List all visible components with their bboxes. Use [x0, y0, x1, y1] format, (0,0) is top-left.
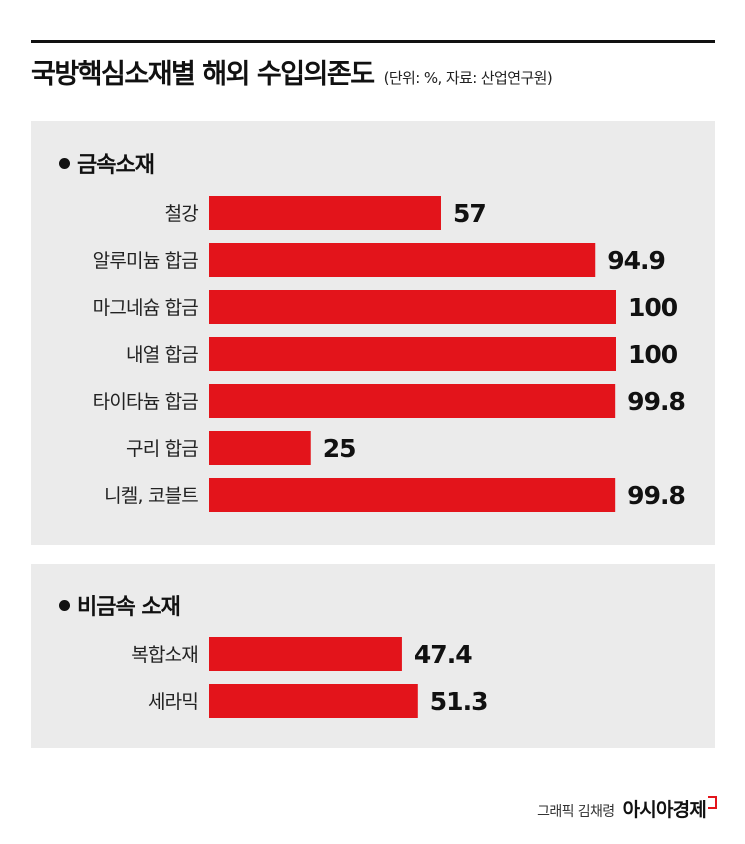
value-label: 99.8: [627, 387, 685, 416]
category-label: 알루미늄 합금: [93, 250, 199, 272]
value-label: 57: [453, 199, 486, 228]
bar: [209, 243, 596, 277]
category-label: 구리 합금: [126, 438, 198, 460]
metal-panel: 금속소재 철강 57 알루미늄 합금 94.9 마그네슘 합금 100 내열 합금 100 타이…: [31, 121, 715, 545]
bar: [209, 290, 616, 324]
chart-subtitle: (단위: %, 자료: 산업연구원): [383, 69, 553, 87]
bullet-icon: [59, 157, 70, 169]
category-label: 복합소재: [131, 644, 198, 666]
top-rule: [31, 40, 715, 43]
bar: [209, 431, 311, 465]
nonmetal-section-heading: 비금속 소재: [59, 589, 181, 621]
bar: [209, 196, 441, 230]
value-label: 47.4: [414, 640, 472, 669]
bar: [209, 384, 616, 418]
brand-logo: 아시아경제: [622, 799, 707, 821]
value-label: 25: [323, 434, 356, 463]
value-label: 94.9: [607, 246, 665, 275]
graphic-credit: 그래픽 김채령: [537, 804, 615, 820]
bar: [209, 684, 418, 718]
bullet-icon: [59, 599, 70, 611]
category-label: 타이타늄 합금: [93, 391, 199, 413]
bar: [209, 637, 402, 671]
bar: [209, 337, 616, 371]
category-label: 내열 합금: [126, 344, 198, 366]
chart-title: 국방핵심소재별 해외 수입의존도: [31, 59, 375, 90]
header: 국방핵심소재별 해외 수입의존도 (단위: %, 자료: 산업연구원): [31, 52, 553, 92]
category-label: 마그네슘 합금: [93, 297, 199, 319]
category-label: 철강: [165, 203, 199, 225]
footer: 그래픽 김채령 아시아경제: [537, 795, 717, 822]
nonmetal-section-title: 비금속 소재: [77, 595, 181, 620]
category-label: 세라믹: [148, 691, 198, 713]
value-label: 99.8: [627, 481, 685, 510]
bar: [209, 478, 616, 512]
value-label: 100: [628, 340, 678, 369]
nonmetal-bar-chart: 복합소재 47.4 세라믹 51.3: [131, 637, 488, 718]
value-label: 100: [628, 293, 678, 322]
brand-mark-icon: [708, 796, 717, 809]
metal-section-heading: 금속소재: [59, 147, 155, 179]
metal-section-title: 금속소재: [77, 153, 155, 178]
value-label: 51.3: [430, 687, 488, 716]
category-label: 니켈, 코블트: [104, 485, 198, 507]
nonmetal-panel: 비금속 소재 복합소재 47.4 세라믹 51.3: [31, 564, 715, 748]
metal-bar-chart: 철강 57 알루미늄 합금 94.9 마그네슘 합금 100 내열 합금 100 타이타늄 합금…: [93, 196, 686, 512]
